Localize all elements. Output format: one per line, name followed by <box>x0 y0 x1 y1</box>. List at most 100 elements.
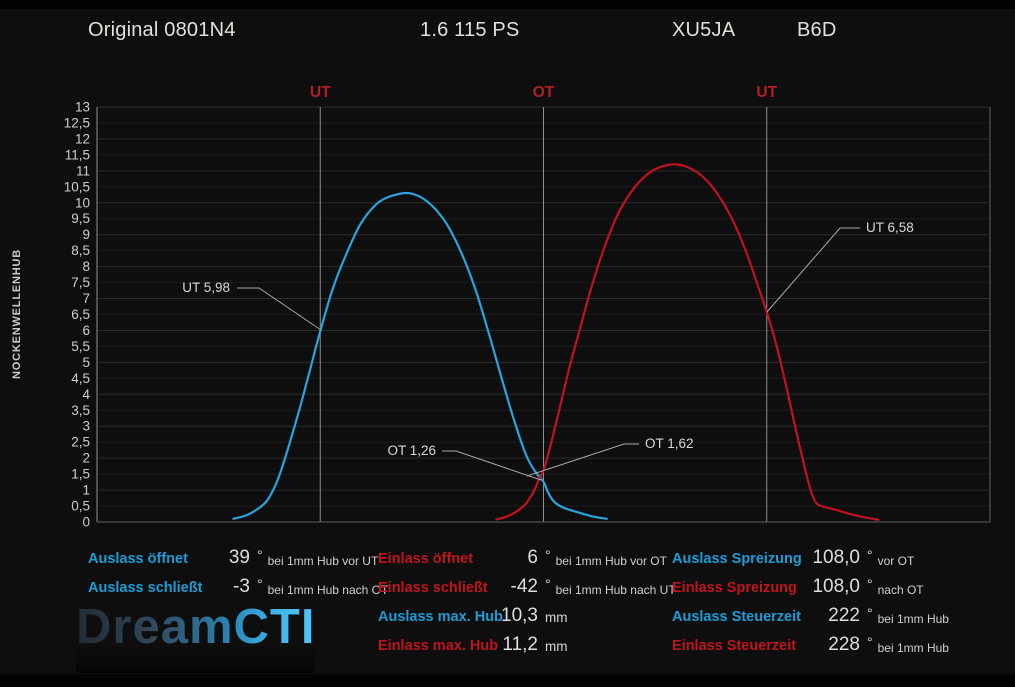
svg-text:7,5: 7,5 <box>71 275 90 290</box>
svg-text:4: 4 <box>82 387 90 402</box>
svg-text:UT 6,58: UT 6,58 <box>866 220 914 235</box>
svg-text:11,5: 11,5 <box>65 147 90 162</box>
svg-text:1: 1 <box>82 483 90 498</box>
table-cell-unit-suffix: mm <box>545 639 572 654</box>
table-cell-unit-suffix: ° vor OT <box>867 547 915 568</box>
svg-text:8: 8 <box>82 259 90 274</box>
table-cell-value: 222 <box>828 605 860 626</box>
table-cell-unit-suffix: ° bei 1mm Hub nach OT <box>257 576 389 597</box>
bottom-border-strip <box>0 674 1015 687</box>
degree-symbol: ° <box>867 576 873 592</box>
degree-symbol: ° <box>545 547 551 563</box>
value-qualifier: bei 1mm Hub vor UT <box>267 554 379 568</box>
table-cell-unit-suffix: ° bei 1mm Hub <box>867 634 949 655</box>
table-cell-value: 108,0 <box>812 576 860 597</box>
svg-text:UT: UT <box>310 84 331 101</box>
value-qualifier: bei 1mm Hub nach UT <box>555 583 676 597</box>
dead-center-markers: UT OT UT <box>310 84 778 522</box>
value-qualifier: vor OT <box>877 554 915 568</box>
unit-label: mm <box>545 610 568 625</box>
svg-text:12: 12 <box>75 131 90 146</box>
svg-text:10: 10 <box>75 195 90 210</box>
svg-text:5,5: 5,5 <box>71 339 90 354</box>
type-code: B6D <box>797 19 837 41</box>
degree-symbol: ° <box>257 576 263 592</box>
table-cell-label: Einlass max. Hub <box>378 638 499 654</box>
value-qualifier: nach OT <box>877 583 924 597</box>
logo-reflection-fade <box>76 646 316 673</box>
svg-text:7: 7 <box>82 291 90 306</box>
value-qualifier: bei 1mm Hub nach OT <box>267 583 389 597</box>
svg-text:3,5: 3,5 <box>71 403 90 418</box>
unit-label: mm <box>545 639 568 654</box>
cam-timing-chart: 00,511,522,533,544,555,566,577,588,599,5… <box>64 84 991 530</box>
svg-text:1,5: 1,5 <box>71 467 90 482</box>
svg-text:OT: OT <box>533 84 555 101</box>
table-cell-unit-suffix: ° bei 1mm Hub <box>867 605 949 626</box>
degree-symbol: ° <box>867 605 873 621</box>
table-cell-value: 11,2 <box>502 634 538 655</box>
svg-text:2,5: 2,5 <box>71 435 90 450</box>
table-cell-label: Auslass Spreizung <box>672 551 802 567</box>
svg-text:9,5: 9,5 <box>71 211 90 226</box>
table-cell-value: -42 <box>510 576 538 597</box>
table-cell-label: Einlass öffnet <box>378 551 474 567</box>
y-tick-labels: 00,511,522,533,544,555,566,577,588,599,5… <box>64 100 91 530</box>
degree-symbol: ° <box>867 547 873 563</box>
engine-code: XU5JA <box>672 19 736 41</box>
table-cell-value: -3 <box>233 576 250 597</box>
degree-symbol: ° <box>867 634 873 650</box>
annotation-ot-1-26: OT 1,26 <box>387 443 542 481</box>
svg-text:8,5: 8,5 <box>71 243 90 258</box>
svg-text:UT 5,98: UT 5,98 <box>182 280 230 295</box>
svg-text:6,5: 6,5 <box>71 307 90 322</box>
annotation-ot-1-62: OT 1,62 <box>526 436 694 477</box>
table-cell-label: Einlass schließt <box>378 580 488 596</box>
svg-text:4,5: 4,5 <box>71 371 90 386</box>
value-qualifier: bei 1mm Hub <box>877 641 949 655</box>
degree-symbol: ° <box>257 547 263 563</box>
plot-border <box>96 107 991 523</box>
svg-text:UT: UT <box>756 84 777 101</box>
table-cell-value: 10,3 <box>501 605 538 626</box>
table-cell-unit-suffix: ° bei 1mm Hub vor OT <box>545 547 667 568</box>
table-cell-label: Auslass Steuerzeit <box>672 609 801 625</box>
svg-text:12,5: 12,5 <box>64 115 90 130</box>
curve-auslass <box>232 191 608 520</box>
table-cell-value: 108,0 <box>812 547 860 568</box>
table-cell-label: Auslass schließt <box>88 580 203 596</box>
svg-text:OT 1,26: OT 1,26 <box>387 443 436 458</box>
value-qualifier: bei 1mm Hub vor OT <box>555 554 667 568</box>
degree-symbol: ° <box>545 576 551 592</box>
annotation-ut-6-58: UT 6,58 <box>766 220 914 313</box>
table-cell-unit-suffix: ° bei 1mm Hub nach UT <box>545 576 676 597</box>
logo-reflection: DreamCTI <box>76 646 316 673</box>
table-cell-label: Auslass öffnet <box>88 551 188 567</box>
svg-text:13: 13 <box>75 100 90 115</box>
table-cell-label: Einlass Spreizung <box>672 580 797 596</box>
table-cell-label: Einlass Steuerzeit <box>672 638 797 654</box>
dreamcti-logo: DreamCTI DreamCTI <box>76 600 316 673</box>
svg-text:9: 9 <box>82 227 90 242</box>
curve-einlass <box>495 163 880 521</box>
top-border-strip <box>0 0 1015 9</box>
svg-text:10,5: 10,5 <box>64 179 90 194</box>
logo-text: DreamCTI <box>76 600 316 654</box>
svg-text:2: 2 <box>82 451 90 466</box>
profile-title: Original 0801N4 <box>88 19 236 41</box>
table-cell-label: Auslass max. Hub <box>378 609 503 625</box>
svg-text:0,5: 0,5 <box>71 499 90 514</box>
table-cell-value: 228 <box>828 634 860 655</box>
svg-text:0: 0 <box>82 515 90 530</box>
engine-spec: 1.6 115 PS <box>420 19 520 41</box>
svg-text:6: 6 <box>82 323 90 338</box>
table-cell-unit-suffix: ° bei 1mm Hub vor UT <box>257 547 379 568</box>
annotation-ut-5-98: UT 5,98 <box>182 280 322 331</box>
table-cell-unit-suffix: mm <box>545 610 572 625</box>
table-cell-unit-suffix: ° nach OT <box>867 576 924 597</box>
svg-text:5: 5 <box>82 355 90 370</box>
svg-text:3: 3 <box>82 419 90 434</box>
table-cell-value: 6 <box>527 547 538 568</box>
table-cell-value: 39 <box>228 547 250 568</box>
